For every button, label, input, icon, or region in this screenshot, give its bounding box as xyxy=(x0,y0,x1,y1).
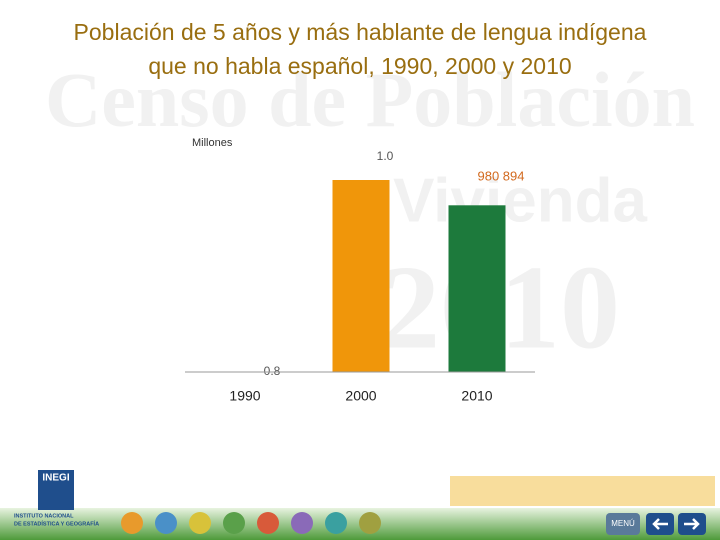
next-arrow xyxy=(684,518,700,530)
title-line: que no habla español, 1990, 2000 y 2010 xyxy=(148,53,571,79)
value-label: 980 894 xyxy=(478,169,525,184)
value-label: 1.0 xyxy=(377,149,394,163)
icon[interactable] xyxy=(325,512,347,534)
logo-text: INEGI xyxy=(42,473,69,484)
institute: DE ESTADÍSTICA Y GEOGRAFÍA xyxy=(14,519,99,527)
icon[interactable] xyxy=(223,512,245,534)
bar xyxy=(448,205,506,372)
plot: 1990 0.8 2000 1.0 2010 980 894 xyxy=(217,149,525,445)
icon[interactable] xyxy=(291,512,313,534)
bars xyxy=(217,180,506,445)
icon[interactable] xyxy=(257,512,279,534)
icon[interactable] xyxy=(359,512,381,534)
nav-icons xyxy=(121,512,381,534)
bar xyxy=(332,180,390,372)
watermark: Censo de Población Vivienda 2010 xyxy=(45,56,695,374)
value-label: 0.8 xyxy=(264,364,281,378)
title-line: Población de 5 años y más hablante de le… xyxy=(74,19,647,45)
prev-arrow xyxy=(652,518,668,530)
x-tick-label: 2010 xyxy=(461,388,492,404)
icon[interactable] xyxy=(121,512,143,534)
icon[interactable] xyxy=(189,512,211,534)
bar xyxy=(217,372,274,445)
title: Población de 5 años y más hablante de le… xyxy=(74,19,647,79)
x-tick-label: 2000 xyxy=(345,388,376,404)
institute: INSTITUTO NACIONAL xyxy=(14,513,74,519)
axis-label: Millones xyxy=(192,137,233,149)
logo-box xyxy=(38,470,74,510)
watermark-text: Censo de Población xyxy=(45,56,695,143)
menu-text: MENÚ xyxy=(611,519,635,528)
people xyxy=(450,476,715,506)
watermark-text: Vivienda xyxy=(393,166,647,235)
icon[interactable] xyxy=(155,512,177,534)
x-tick-label: 1990 xyxy=(229,388,260,404)
menu-button[interactable] xyxy=(606,513,640,535)
